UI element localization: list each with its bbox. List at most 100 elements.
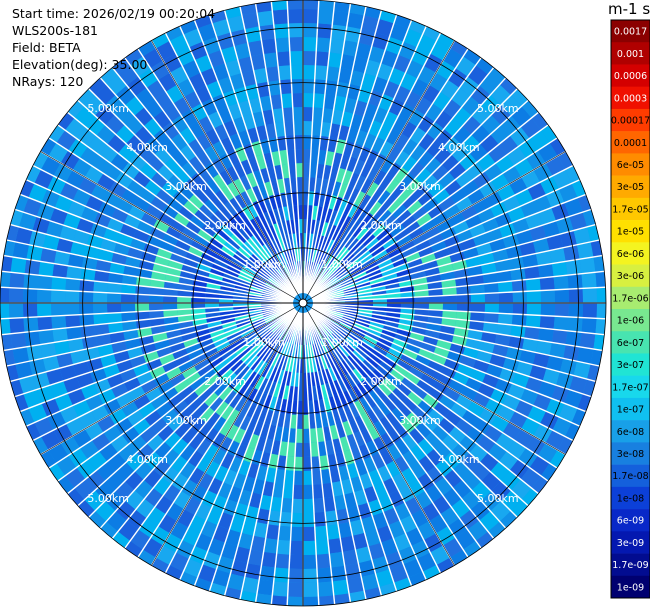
range-gate xyxy=(219,420,233,437)
range-gate xyxy=(65,314,81,328)
range-gate xyxy=(67,338,84,353)
range-gate xyxy=(239,415,252,431)
range-gate xyxy=(368,201,383,216)
ray-gap xyxy=(310,124,549,298)
range-gate xyxy=(252,390,264,406)
range-gate xyxy=(349,240,363,254)
range-gate xyxy=(554,289,569,303)
range-gate xyxy=(144,179,162,196)
range-gate xyxy=(427,233,444,247)
range-gate xyxy=(289,37,303,52)
range-gate xyxy=(194,402,210,418)
ray-gap xyxy=(137,48,299,295)
range-gate xyxy=(456,303,472,312)
range-gate xyxy=(552,416,572,437)
range-gate xyxy=(204,427,220,444)
range-gate xyxy=(212,448,227,466)
range-gate xyxy=(50,303,66,317)
range-gate xyxy=(97,343,114,358)
range-gate xyxy=(337,407,349,423)
range-gate xyxy=(564,197,583,217)
range-gate xyxy=(274,237,283,252)
nrays-label: NRays: 120 xyxy=(12,74,84,89)
range-gate xyxy=(349,3,366,16)
range-gate xyxy=(351,328,366,338)
range-gate xyxy=(558,183,578,203)
range-gate xyxy=(460,385,478,401)
range-gate xyxy=(376,63,394,81)
range-gate xyxy=(357,314,372,322)
range-gate xyxy=(257,230,268,245)
range-gate xyxy=(272,108,284,124)
range-gate xyxy=(571,179,586,198)
range-gate xyxy=(338,230,349,245)
range-gate xyxy=(303,386,309,402)
range-gate xyxy=(270,320,283,332)
range-gate xyxy=(526,303,542,316)
range-gate xyxy=(0,303,10,319)
range-gate xyxy=(519,349,536,365)
range-gate xyxy=(303,148,312,164)
range-gate xyxy=(303,526,316,542)
range-gate xyxy=(223,352,238,365)
ring-label-4-0: 4.00km xyxy=(126,141,168,154)
range-gate xyxy=(379,333,395,343)
range-gate xyxy=(484,303,499,314)
range-gate xyxy=(452,479,472,499)
colorbar-tick-label: 6e-09 xyxy=(617,516,644,527)
range-gate xyxy=(557,151,573,170)
ray-gap xyxy=(308,57,482,296)
range-gate xyxy=(281,93,293,109)
range-gate xyxy=(444,410,462,427)
range-gate xyxy=(237,56,254,74)
range-gate xyxy=(93,303,108,314)
range-gate xyxy=(393,533,412,552)
range-gate xyxy=(546,234,564,251)
range-gate xyxy=(115,417,134,435)
azimuth-line xyxy=(302,151,566,304)
range-gate xyxy=(103,163,122,181)
range-gate xyxy=(263,211,273,227)
range-gate xyxy=(303,134,312,150)
range-gate xyxy=(226,15,245,33)
range-gate xyxy=(359,230,373,244)
range-gate xyxy=(394,455,410,473)
range-gate xyxy=(377,258,393,269)
colorbar-tick-label: 0.001 xyxy=(617,49,644,60)
range-gate xyxy=(290,64,303,80)
range-gate xyxy=(78,291,94,303)
range-gate xyxy=(133,394,151,410)
range-gate xyxy=(253,232,265,247)
range-gate xyxy=(438,171,456,189)
range-gate xyxy=(416,212,433,227)
range-gate xyxy=(443,136,462,155)
ray-gap xyxy=(179,311,300,581)
range-gate xyxy=(377,400,392,417)
range-gate xyxy=(171,115,189,134)
range-gate xyxy=(320,340,329,355)
range-gate xyxy=(189,214,206,229)
range-gate xyxy=(347,237,360,251)
range-gate xyxy=(285,135,295,150)
range-gate xyxy=(263,538,279,554)
ray-gap xyxy=(306,311,427,581)
range-gate xyxy=(332,263,345,275)
range-gate xyxy=(250,357,262,371)
range-gate xyxy=(197,564,217,583)
range-gate xyxy=(203,247,219,259)
range-gate xyxy=(582,287,597,303)
range-gate xyxy=(288,428,297,443)
radar-center xyxy=(298,298,308,308)
range-gate xyxy=(387,247,403,259)
colorbar-tick-label: 1.7e-09 xyxy=(612,560,648,571)
range-gate xyxy=(355,42,372,60)
range-gate xyxy=(211,432,226,449)
range-gate xyxy=(496,270,512,283)
range-gate xyxy=(320,207,329,222)
range-gate xyxy=(157,424,175,442)
range-gate xyxy=(424,431,442,449)
range-gate xyxy=(240,159,253,176)
range-gate xyxy=(324,368,334,383)
range-gate xyxy=(253,251,266,264)
range-gate xyxy=(123,265,139,277)
